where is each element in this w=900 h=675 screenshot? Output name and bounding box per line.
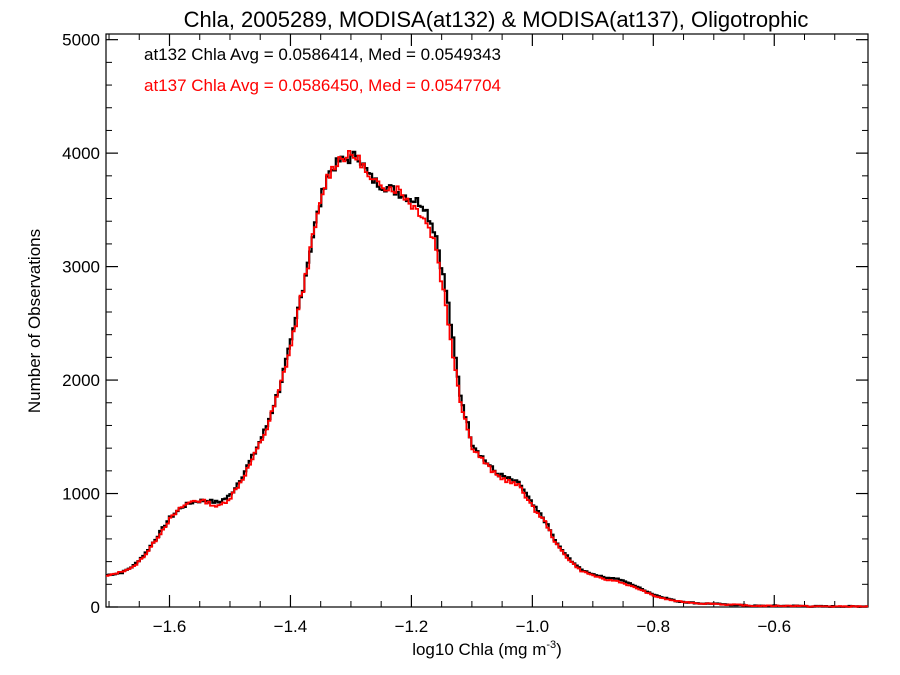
y-tick-label: 4000 xyxy=(62,144,100,163)
plot-frame xyxy=(105,33,869,608)
y-tick-label: 0 xyxy=(91,598,100,617)
x-tick-label: −1.6 xyxy=(153,617,187,636)
x-tick-label: −1.0 xyxy=(516,617,550,636)
x-tick-label: −1.4 xyxy=(274,617,308,636)
annotation-at137: at137 Chla Avg = 0.0586450, Med = 0.0547… xyxy=(144,76,501,95)
x-tick-label: −1.2 xyxy=(395,617,429,636)
y-tick-label: 5000 xyxy=(62,31,100,50)
plot-area: 0 1000 2000 3000 4000 5000 −1.6 −1.4 −1.2 −1.0 −0.… xyxy=(62,31,869,636)
y-tick-label: 3000 xyxy=(62,258,100,277)
series-at137-line xyxy=(106,150,868,608)
x-axis-label-tail: ) xyxy=(556,640,562,659)
x-axis-label: log10 Chla (mg m-3) xyxy=(412,639,562,659)
x-tick-label: −0.6 xyxy=(757,617,791,636)
x-tick-label: −0.8 xyxy=(637,617,671,636)
series-at132-line xyxy=(106,150,868,608)
annotation-at132: at132 Chla Avg = 0.0586414, Med = 0.0549… xyxy=(144,45,501,64)
chart-title: Chla, 2005289, MODISA(at132) & MODISA(at… xyxy=(184,7,809,32)
y-axis-label: Number of Observations xyxy=(25,229,44,413)
x-axis-label-main: log10 Chla (mg m xyxy=(412,640,546,659)
x-axis-label-sup: -3 xyxy=(546,639,556,651)
y-tick-label: 1000 xyxy=(62,485,100,504)
y-tick-label: 2000 xyxy=(62,371,100,390)
